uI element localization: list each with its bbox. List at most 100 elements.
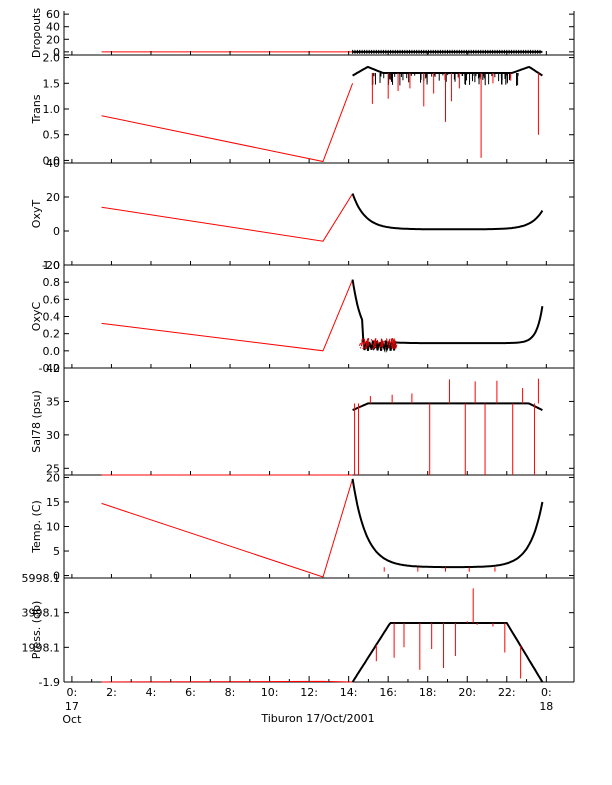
y-tick-label: 0 (53, 46, 60, 59)
trace-texture (374, 339, 377, 343)
y-tick-label: 40 (46, 21, 60, 34)
panel-2: 40 20 0 -20 OxyT (30, 157, 575, 272)
cast-trace (351, 193, 544, 231)
trace-texture (363, 338, 366, 344)
cast-trace (351, 622, 544, 683)
trace-texture (359, 347, 362, 349)
x-tick-label: 4: (146, 686, 157, 699)
trace-texture (392, 339, 395, 348)
trace-texture (383, 340, 385, 343)
y-tick-label: 3998.1 (22, 607, 61, 620)
y-axis-label: Temp. (C) (30, 500, 43, 554)
y-axis-label: OxyC (30, 302, 43, 332)
y-tick-label: 2.0 (43, 52, 61, 65)
cast-trace (351, 279, 544, 353)
trace-texture (381, 339, 384, 347)
y-tick-label: 40 (46, 362, 60, 375)
trace-texture (359, 342, 361, 346)
y-tick-label: 0.6 (43, 293, 61, 306)
trace-texture (393, 338, 396, 349)
series-line (101, 680, 353, 683)
series-line (101, 279, 354, 352)
x-tick-label: 6: (185, 686, 196, 699)
x-tick-label: 14: (340, 686, 358, 699)
y-axis-label: Sal78 (psu) (30, 390, 43, 453)
trace-texture (365, 343, 368, 349)
y-tick-label: 5 (53, 545, 60, 558)
y-tick-label: 0.4 (43, 311, 61, 324)
y-tick-label: 10 (46, 521, 60, 534)
y-tick-label: 0 (53, 570, 60, 583)
y-tick-label: 1.0 (43, 103, 61, 116)
trace-texture (391, 337, 394, 340)
x-tick-label: 18: (419, 686, 437, 699)
y-tick-label: 0.5 (43, 129, 61, 142)
trace-texture (380, 339, 383, 347)
trace-texture (366, 338, 369, 341)
trace-texture (386, 340, 389, 346)
y-tick-label: -1.9 (39, 676, 60, 689)
y-tick-label: 15 (46, 496, 60, 509)
y-tick-label: 40 (46, 157, 60, 170)
series-line (101, 478, 354, 578)
trace-texture (362, 342, 365, 350)
trace-texture (380, 347, 383, 350)
trace-texture (367, 337, 370, 345)
trace-texture (390, 338, 393, 347)
y-axis-label: Press. (db) (30, 601, 43, 660)
trace-texture (373, 340, 376, 343)
x-tick-label: 2: (106, 686, 117, 699)
x-day-label: Oct (62, 713, 82, 726)
y-tick-label: 1.0 (43, 259, 61, 272)
x-tick-label: 20: (458, 686, 476, 699)
y-axis-label: OxyT (30, 200, 43, 229)
x-tick-label: 0: (67, 686, 78, 699)
y-tick-label: 1998.1 (22, 641, 61, 654)
panel-6: 5998.1 3998.1 1998.1 -1.9 Press. (db) (22, 572, 575, 689)
y-tick-label: 0.0 (43, 154, 61, 167)
y-tick-label: 20 (46, 471, 60, 484)
trace-texture (392, 347, 395, 350)
trace-texture (374, 344, 377, 348)
y-tick-label: 0.0 (43, 345, 61, 358)
x-day-label: 18 (539, 700, 553, 713)
x-tick-label: 10: (261, 686, 279, 699)
series-line (101, 83, 354, 163)
panel-1: 2.0 1.5 1.0 0.5 0.0 Trans (30, 52, 575, 167)
y-tick-label: -0.2 (39, 362, 60, 375)
trace-texture (364, 345, 367, 349)
trace-texture (370, 339, 373, 342)
trace-texture (373, 346, 376, 349)
y-tick-label: 35 (46, 395, 60, 408)
x-tick-label: 16: (379, 686, 397, 699)
y-tick-label: 30 (46, 429, 60, 442)
y-tick-label: 5998.1 (22, 572, 61, 585)
trace-texture (372, 341, 375, 349)
y-tick-label: 20 (46, 191, 60, 204)
x-tick-label: 0: (541, 686, 552, 699)
trace-texture (379, 345, 381, 348)
y-tick-label: 25 (46, 462, 60, 475)
y-axis-label: Dropouts (30, 8, 43, 58)
y-tick-label: -20 (42, 259, 60, 272)
cast-trace (352, 402, 543, 412)
trace-texture (367, 342, 370, 347)
y-tick-label: 0.8 (43, 276, 61, 289)
trace-texture (360, 338, 363, 347)
trace-texture (371, 343, 373, 345)
y-tick-label: 0 (53, 225, 60, 238)
trace-texture (391, 345, 393, 349)
trace-texture (376, 339, 379, 345)
x-day-label: 17 (65, 700, 79, 713)
x-tick-label: 8: (225, 686, 236, 699)
panel-3: 1.0 0.8 0.6 0.4 0.2 0.0 -0.2 OxyC (30, 259, 575, 375)
series-line (101, 193, 354, 242)
y-tick-label: 20 (46, 33, 60, 46)
y-tick-label: 0.2 (43, 328, 61, 341)
trace-texture (385, 338, 388, 341)
